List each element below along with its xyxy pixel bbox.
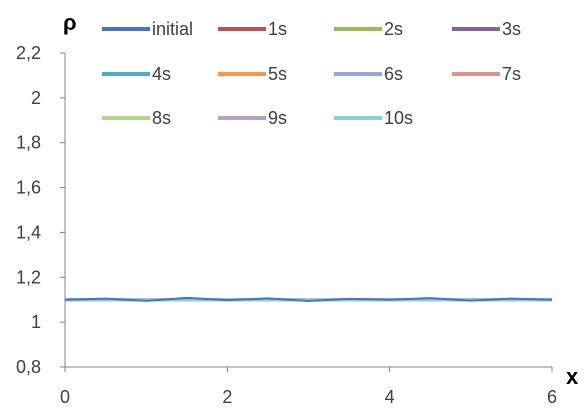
legend-label: 8s (152, 108, 171, 128)
legend-label: initial (152, 19, 193, 39)
y-tick-label: 1,8 (16, 133, 41, 153)
y-tick-label: 0,8 (16, 357, 41, 377)
legend-label: 7s (502, 64, 521, 84)
x-tick-label: 6 (547, 387, 557, 407)
legend-label: 1s (268, 19, 287, 39)
x-tick-label: 0 (60, 387, 70, 407)
y-tick-labels: 0,8 1 1,2 1,4 1,6 1,8 2 2,2 (16, 43, 65, 377)
x-tick-label: 2 (222, 387, 232, 407)
y-axis-title: ρ (63, 10, 77, 35)
y-tick-label: 1,6 (16, 178, 41, 198)
legend-label: 4s (152, 64, 171, 84)
plot-lines (64, 296, 553, 303)
x-tick-labels: 0 2 4 6 (60, 367, 557, 407)
legend-label: 6s (384, 64, 403, 84)
x-tick-label: 4 (385, 387, 395, 407)
legend-label: 3s (502, 19, 521, 39)
legend-label: 5s (268, 64, 287, 84)
legend: initial 1s 2s 3s 4s 5s 6s 7s 8s 9s 10s (102, 19, 521, 128)
legend-label: 9s (268, 108, 287, 128)
legend-label: 2s (384, 19, 403, 39)
y-tick-label: 2,2 (16, 43, 41, 63)
legend-label: 10s (384, 108, 413, 128)
y-tick-label: 1 (31, 312, 41, 332)
y-tick-label: 1,4 (16, 222, 41, 242)
y-tick-label: 1,2 (16, 267, 41, 287)
y-tick-label: 2 (31, 88, 41, 108)
x-axis-title: x (566, 364, 579, 389)
series-line-initial (64, 296, 553, 303)
